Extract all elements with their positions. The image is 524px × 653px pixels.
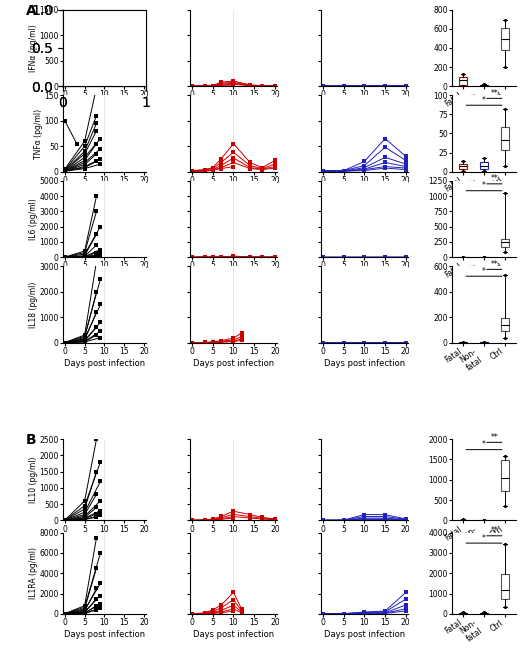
Text: *: * <box>482 182 486 191</box>
Text: *: * <box>482 440 486 449</box>
PathPatch shape <box>460 76 467 85</box>
PathPatch shape <box>480 163 488 168</box>
Text: B: B <box>26 432 36 447</box>
X-axis label: Days post infection: Days post infection <box>193 629 274 639</box>
X-axis label: Days post infection: Days post infection <box>324 629 405 639</box>
X-axis label: Days post infection: Days post infection <box>193 358 274 368</box>
Text: **: ** <box>490 433 498 442</box>
Y-axis label: IL10 (pg/ml): IL10 (pg/ml) <box>29 456 38 503</box>
Y-axis label: IL18 (pg/ml): IL18 (pg/ml) <box>29 281 38 328</box>
Text: A: A <box>26 4 36 18</box>
Text: *: * <box>482 534 486 543</box>
PathPatch shape <box>501 460 509 491</box>
PathPatch shape <box>501 574 509 599</box>
X-axis label: Days post infection: Days post infection <box>64 629 145 639</box>
PathPatch shape <box>501 319 509 331</box>
Text: *: * <box>482 267 486 276</box>
Y-axis label: IL6 (pg/ml): IL6 (pg/ml) <box>29 198 38 240</box>
PathPatch shape <box>460 613 467 614</box>
PathPatch shape <box>460 164 467 168</box>
Text: **: ** <box>490 526 498 535</box>
X-axis label: Days post infection: Days post infection <box>64 358 145 368</box>
Text: **: ** <box>490 174 498 183</box>
PathPatch shape <box>501 127 509 150</box>
Y-axis label: TNFα (pg/ml): TNFα (pg/ml) <box>34 108 43 159</box>
Text: **: ** <box>490 260 498 269</box>
Text: **: ** <box>490 89 498 98</box>
PathPatch shape <box>480 85 488 86</box>
Y-axis label: IL1RA (pg/ml): IL1RA (pg/ml) <box>29 547 38 599</box>
Text: *: * <box>482 96 486 105</box>
Y-axis label: IFNα (pg/ml): IFNα (pg/ml) <box>29 24 38 72</box>
X-axis label: Days post infection: Days post infection <box>324 358 405 368</box>
PathPatch shape <box>501 240 509 247</box>
PathPatch shape <box>501 28 509 50</box>
